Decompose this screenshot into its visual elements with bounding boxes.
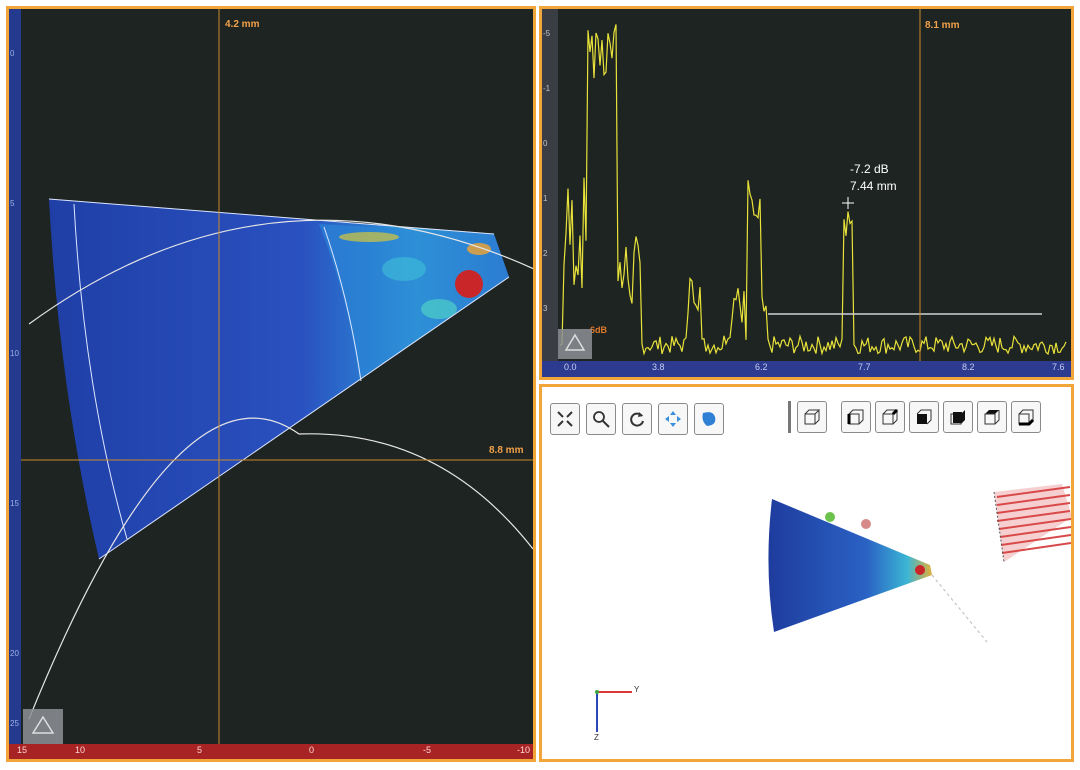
peak-depth: 7.44 mm (850, 179, 897, 193)
top-view-button[interactable] (977, 401, 1007, 433)
pan-icon (665, 411, 681, 427)
ascan-panel[interactable]: -5 -1 0 1 2 3 8.1 mm -7.2 dB 7.44 mm 6dB… (539, 6, 1074, 380)
v-tick: 5 (10, 199, 15, 208)
pan-button[interactable] (658, 403, 688, 435)
back-view-icon (882, 408, 899, 425)
cursor-x-label: 4.2 mm (225, 19, 260, 30)
vertical-ruler[interactable]: 0 5 10 15 20 25 (9, 9, 21, 759)
front-view-button[interactable] (841, 401, 871, 433)
gate-label: 6dB (590, 325, 608, 335)
back-view-button[interactable] (875, 401, 905, 433)
y-tick: -5 (543, 29, 551, 38)
front-view-icon (847, 409, 864, 425)
right-view-button[interactable] (943, 401, 973, 433)
y-tick: 1 (543, 194, 548, 203)
right-view-icon (950, 410, 965, 425)
h-tick: -10 (517, 745, 531, 755)
y-tick: 3 (543, 304, 548, 313)
left-view-icon (916, 409, 932, 425)
h-tick: 5 (197, 745, 203, 755)
axis-triad (595, 690, 632, 732)
3d-scene (595, 484, 1071, 732)
marker-green (825, 512, 835, 522)
x-tick: 7.6 (1052, 362, 1065, 372)
iso-view-icon (804, 409, 821, 425)
y-tick: 2 (543, 249, 548, 258)
h-tick: 15 (17, 745, 28, 755)
color-map-button[interactable] (694, 403, 724, 435)
left-view-button[interactable] (909, 401, 939, 433)
fit-button[interactable] (550, 403, 580, 435)
horizontal-ruler[interactable]: 15 10 5 0 -5 -10 (9, 744, 533, 759)
cursor-label: 8.1 mm (925, 20, 960, 31)
surface-curve (28, 219, 533, 325)
waveform-line (559, 24, 1067, 356)
marker-red (861, 519, 871, 529)
cursor-y-label: 8.8 mm (489, 445, 524, 456)
zoom-button[interactable] (586, 403, 616, 435)
iso-view-button[interactable] (797, 401, 827, 433)
bottom-view-button[interactable] (1011, 401, 1041, 433)
axis-z-label: Z (594, 733, 599, 742)
h-tick: -5 (423, 745, 432, 755)
v-tick: 15 (10, 499, 19, 508)
probe-array (993, 484, 1071, 563)
v-tick: 10 (10, 349, 19, 358)
3d-sector-volume (768, 499, 932, 632)
depth-ruler[interactable]: 0.0 3.8 6.2 7.7 8.2 7.6 (542, 361, 1071, 377)
rotate-icon (630, 412, 644, 427)
x-tick: 6.2 (755, 362, 768, 372)
bottom-view-icon (1018, 409, 1035, 426)
sector-scan-panel[interactable]: 0 5 10 15 20 25 4.2 mm (6, 6, 536, 762)
3d-view-panel[interactable]: Y Z (539, 384, 1074, 762)
home-icon (564, 333, 586, 351)
home-view-button[interactable] (558, 329, 592, 359)
h-tick: 10 (75, 745, 86, 755)
indication-hotspot (455, 270, 483, 298)
v-tick: 0 (10, 49, 15, 58)
view-toolbar (550, 403, 724, 435)
top-view-icon (984, 410, 1000, 425)
v-tick: 20 (10, 649, 19, 658)
ascan-waveform (559, 9, 1067, 361)
h-tick: 0 (309, 745, 315, 755)
y-tick: 0 (543, 139, 548, 148)
home-view-button[interactable] (23, 709, 63, 745)
color-icon (702, 412, 716, 426)
v-tick: 25 (10, 719, 19, 728)
x-tick: 8.2 (962, 362, 975, 372)
fit-icon (557, 411, 573, 427)
view-orientation-toolbar (788, 401, 1041, 433)
axis-y-label: Y (634, 685, 640, 694)
peak-readout: -7.2 dB 7.44 mm (850, 161, 897, 195)
x-tick: 7.7 (858, 362, 871, 372)
zoom-icon (593, 411, 610, 428)
home-icon (31, 715, 55, 734)
amplitude-ruler[interactable]: -5 -1 0 1 2 3 (542, 9, 558, 377)
sector-image (21, 9, 533, 744)
x-tick: 0.0 (564, 362, 577, 372)
y-tick: -1 (543, 84, 551, 93)
rotate-button[interactable] (622, 403, 652, 435)
x-tick: 3.8 (652, 362, 665, 372)
peak-db: -7.2 dB (850, 162, 889, 176)
